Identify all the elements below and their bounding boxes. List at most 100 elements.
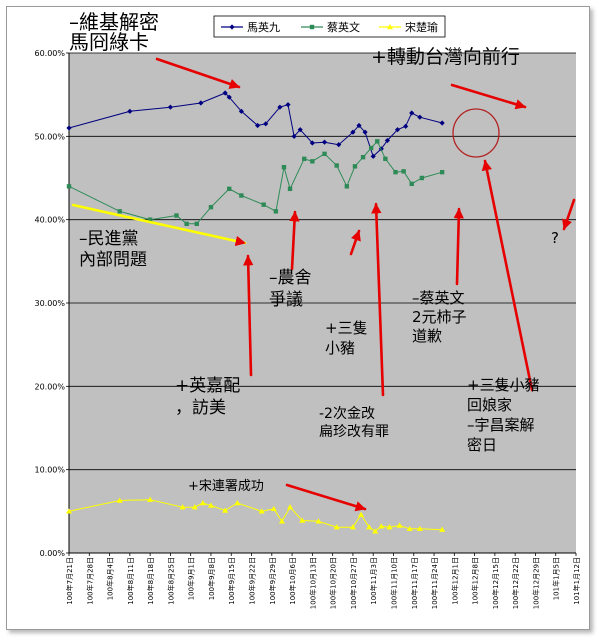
annotation-text: +宋連署成功 — [188, 479, 264, 494]
data-point — [270, 505, 277, 512]
annotation-text: ? — [551, 229, 559, 247]
data-point — [368, 145, 374, 151]
legend-box — [213, 15, 446, 38]
data-point — [321, 139, 328, 145]
data-point — [362, 129, 368, 135]
data-point — [66, 125, 72, 131]
series-宋楚瑜 — [66, 496, 446, 534]
x-tick-label: 100年11月10日 — [389, 557, 398, 609]
data-point — [372, 528, 379, 534]
y-tick-label: 60.00% — [34, 49, 65, 58]
x-tick-label: 100年8月11日 — [126, 557, 135, 605]
legend-label: 宋楚瑜 — [405, 20, 438, 34]
annotation-text: –維基解密 — [69, 10, 159, 34]
y-tick-label: 40.00% — [34, 216, 65, 225]
x-tick-label: 100年9月15日 — [227, 557, 236, 605]
data-point — [309, 140, 315, 146]
annotation-arrow — [155, 57, 241, 89]
data-point — [370, 153, 376, 159]
data-point — [350, 129, 356, 135]
data-point — [366, 524, 373, 530]
data-point — [336, 142, 342, 148]
data-point — [174, 213, 179, 218]
y-tick-label: 10.00% — [34, 466, 65, 475]
annotation-arrow — [243, 254, 254, 377]
data-point — [403, 123, 409, 129]
chart-frame: 0.00% 10.00% 20.00% 30.00% 40.00% 50.00% 60.00… — [6, 6, 590, 630]
data-point — [322, 151, 327, 157]
annotation-text: 內部問題 — [79, 250, 147, 270]
annotation-arrow — [71, 203, 247, 247]
y-tick-label: 30.00% — [34, 299, 65, 308]
annotation-text: 密日 — [467, 436, 497, 454]
annotation-text: +轉動台灣向前行 — [371, 46, 520, 68]
annotation-arrow — [481, 159, 534, 392]
annotation-text: 扁珍改有罪 — [319, 424, 389, 440]
x-tick-label: 100年8月4日 — [106, 557, 115, 600]
data-point — [315, 518, 322, 524]
data-point — [344, 184, 350, 189]
annotation-text: +三隻小豬 — [467, 376, 540, 394]
annotation-arrow — [289, 210, 300, 271]
data-point — [255, 122, 261, 129]
x-tick-label: 100年12月8日 — [471, 557, 480, 605]
annotation: +三隻小豬 — [325, 319, 368, 357]
annotation-text: –蔡英文 — [412, 289, 465, 307]
annotation-text: 2元柿子 — [412, 308, 467, 326]
data-point — [287, 186, 293, 192]
x-tick-label: 100年7月28日 — [85, 557, 94, 605]
annotation-text: +三隻 — [325, 319, 368, 337]
x-tick-label: 100年7月21日 — [65, 557, 74, 605]
data-point — [222, 90, 228, 96]
y-tick-label: 0.00% — [40, 549, 66, 558]
annotation-text: 爭議 — [269, 290, 303, 310]
data-point — [229, 24, 235, 30]
annotation-arrow — [450, 83, 527, 110]
data-point — [285, 102, 291, 108]
series-蔡英文 — [66, 139, 445, 227]
data-point — [386, 524, 393, 530]
x-tick-label: 101年1月12日 — [572, 557, 581, 605]
data-point — [384, 137, 390, 144]
annotation-arrow — [562, 198, 576, 231]
annotation-arrow — [349, 229, 361, 256]
annotation-text: 小豬 — [325, 339, 355, 357]
x-tick-label: 100年9月29日 — [268, 557, 277, 605]
legend-label: 馬英九 — [247, 20, 280, 34]
data-point — [396, 522, 403, 528]
x-tick-label: 100年10月27日 — [349, 557, 358, 609]
data-point — [238, 108, 244, 114]
annotation-arrow — [453, 207, 464, 286]
data-point — [66, 184, 72, 189]
data-point — [417, 114, 423, 120]
data-point — [360, 154, 366, 160]
x-tick-label: 100年8月25日 — [166, 557, 175, 605]
data-point — [419, 175, 425, 181]
data-point — [208, 204, 214, 210]
x-tick-label: 100年12月1日 — [450, 557, 459, 605]
data-point — [194, 221, 199, 227]
x-tick-label: 100年9月8日 — [207, 557, 216, 600]
data-point — [401, 169, 406, 174]
data-point — [258, 508, 265, 514]
data-point — [184, 221, 189, 227]
data-point — [147, 496, 154, 502]
data-point — [239, 193, 244, 198]
annotation: +宋連署成功 — [188, 479, 264, 494]
data-point — [375, 139, 380, 144]
x-tick-label: 100年10月6日 — [288, 557, 297, 605]
data-point — [222, 507, 229, 513]
y-tick-label: 50.00% — [34, 132, 65, 141]
x-tick-label: 100年10月20日 — [329, 557, 338, 609]
annotation-text: –民進黨 — [79, 229, 139, 249]
x-tick-label: 100年12月22日 — [511, 557, 520, 609]
data-point — [281, 164, 287, 170]
data-point — [273, 209, 279, 214]
annotation-text: 回娘家 — [467, 396, 512, 414]
data-point — [309, 24, 315, 30]
annotation-text: 道歉 — [412, 327, 442, 345]
data-point — [199, 500, 206, 506]
